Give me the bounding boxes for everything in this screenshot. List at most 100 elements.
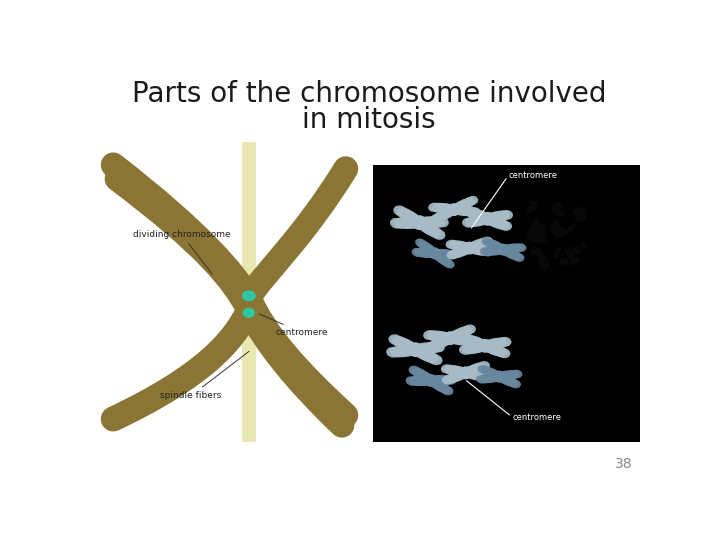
Ellipse shape bbox=[572, 246, 581, 255]
Ellipse shape bbox=[448, 203, 461, 216]
Ellipse shape bbox=[485, 215, 498, 226]
Ellipse shape bbox=[408, 217, 422, 228]
Ellipse shape bbox=[454, 201, 468, 211]
Ellipse shape bbox=[551, 202, 562, 212]
Ellipse shape bbox=[567, 251, 575, 260]
Ellipse shape bbox=[444, 260, 454, 268]
Ellipse shape bbox=[483, 367, 496, 377]
Ellipse shape bbox=[456, 241, 469, 252]
Ellipse shape bbox=[460, 335, 474, 346]
Ellipse shape bbox=[485, 239, 496, 248]
Ellipse shape bbox=[467, 196, 478, 205]
Ellipse shape bbox=[434, 253, 447, 263]
Ellipse shape bbox=[480, 247, 491, 256]
Ellipse shape bbox=[508, 370, 519, 379]
Ellipse shape bbox=[390, 218, 403, 228]
Ellipse shape bbox=[402, 217, 418, 229]
Ellipse shape bbox=[445, 374, 458, 383]
Ellipse shape bbox=[413, 343, 427, 355]
Ellipse shape bbox=[538, 249, 544, 265]
Ellipse shape bbox=[414, 369, 428, 380]
Ellipse shape bbox=[487, 240, 500, 249]
Ellipse shape bbox=[242, 291, 256, 301]
Ellipse shape bbox=[404, 345, 418, 356]
Ellipse shape bbox=[487, 369, 499, 379]
Ellipse shape bbox=[481, 237, 493, 246]
Ellipse shape bbox=[418, 371, 431, 382]
Ellipse shape bbox=[500, 370, 513, 381]
Ellipse shape bbox=[490, 338, 505, 349]
Ellipse shape bbox=[493, 347, 507, 357]
Ellipse shape bbox=[459, 242, 472, 252]
Ellipse shape bbox=[431, 338, 446, 349]
Ellipse shape bbox=[441, 257, 452, 267]
Ellipse shape bbox=[422, 248, 434, 258]
Ellipse shape bbox=[433, 249, 444, 258]
Ellipse shape bbox=[446, 240, 457, 249]
Ellipse shape bbox=[499, 337, 511, 347]
Ellipse shape bbox=[427, 330, 441, 341]
Ellipse shape bbox=[451, 334, 466, 345]
Ellipse shape bbox=[503, 376, 516, 386]
Text: spindle fibers: spindle fibers bbox=[160, 352, 249, 400]
Ellipse shape bbox=[399, 345, 414, 357]
Ellipse shape bbox=[428, 340, 442, 350]
Text: centromere: centromere bbox=[508, 171, 557, 180]
Ellipse shape bbox=[526, 203, 536, 215]
Ellipse shape bbox=[482, 247, 494, 256]
Bar bbox=[373, 165, 640, 442]
Ellipse shape bbox=[494, 244, 506, 253]
Ellipse shape bbox=[444, 364, 457, 375]
Ellipse shape bbox=[578, 207, 587, 215]
Ellipse shape bbox=[464, 206, 477, 217]
Ellipse shape bbox=[400, 210, 415, 221]
Ellipse shape bbox=[500, 375, 512, 384]
Ellipse shape bbox=[470, 370, 484, 380]
Ellipse shape bbox=[456, 334, 470, 346]
Ellipse shape bbox=[415, 248, 426, 258]
Ellipse shape bbox=[438, 383, 451, 394]
Ellipse shape bbox=[498, 348, 510, 358]
Ellipse shape bbox=[437, 255, 449, 265]
Ellipse shape bbox=[503, 370, 516, 380]
Ellipse shape bbox=[490, 246, 503, 255]
Ellipse shape bbox=[426, 247, 438, 256]
Ellipse shape bbox=[486, 373, 498, 383]
Ellipse shape bbox=[462, 344, 476, 354]
Ellipse shape bbox=[441, 386, 454, 395]
Ellipse shape bbox=[470, 244, 484, 255]
Ellipse shape bbox=[491, 218, 505, 229]
Ellipse shape bbox=[436, 210, 450, 220]
Ellipse shape bbox=[497, 374, 508, 383]
Ellipse shape bbox=[511, 370, 522, 378]
Ellipse shape bbox=[559, 258, 568, 266]
Ellipse shape bbox=[431, 330, 445, 342]
Ellipse shape bbox=[453, 247, 467, 258]
Ellipse shape bbox=[459, 366, 472, 379]
Ellipse shape bbox=[456, 246, 469, 256]
Ellipse shape bbox=[481, 212, 495, 226]
Ellipse shape bbox=[420, 217, 436, 228]
Ellipse shape bbox=[489, 345, 504, 356]
Ellipse shape bbox=[487, 216, 502, 227]
Ellipse shape bbox=[467, 369, 480, 380]
Ellipse shape bbox=[476, 375, 487, 383]
Ellipse shape bbox=[416, 375, 430, 386]
Ellipse shape bbox=[448, 365, 462, 376]
Ellipse shape bbox=[474, 339, 488, 349]
Ellipse shape bbox=[447, 331, 461, 342]
Ellipse shape bbox=[413, 346, 427, 357]
Ellipse shape bbox=[553, 219, 559, 232]
Ellipse shape bbox=[451, 366, 465, 376]
Ellipse shape bbox=[390, 346, 405, 357]
Ellipse shape bbox=[513, 253, 524, 262]
Ellipse shape bbox=[460, 334, 473, 343]
Ellipse shape bbox=[479, 372, 491, 381]
Ellipse shape bbox=[467, 364, 480, 375]
Ellipse shape bbox=[463, 325, 476, 334]
Ellipse shape bbox=[504, 244, 516, 254]
Ellipse shape bbox=[418, 240, 429, 249]
Ellipse shape bbox=[423, 330, 436, 340]
Ellipse shape bbox=[477, 214, 490, 225]
Ellipse shape bbox=[451, 203, 464, 213]
